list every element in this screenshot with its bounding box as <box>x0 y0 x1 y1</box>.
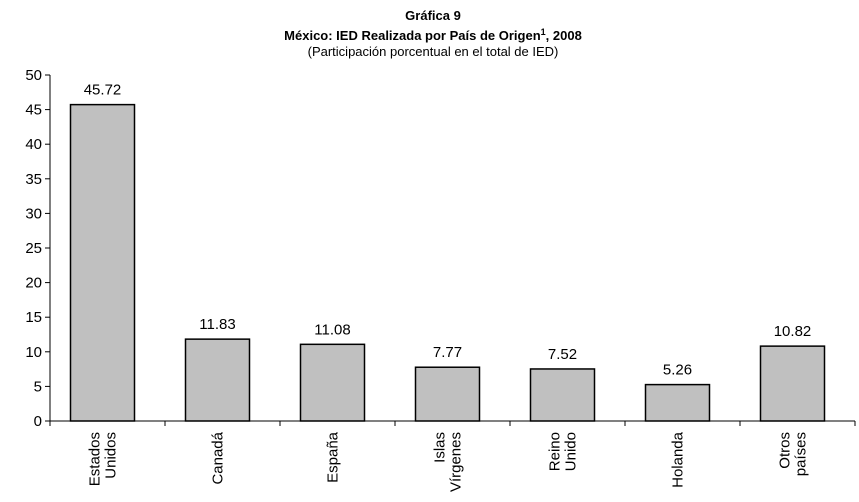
y-tick-label: 0 <box>34 413 42 430</box>
subtitle-note: 1 <box>541 27 546 37</box>
value-label: 45.72 <box>84 82 122 99</box>
x-tick-label: Holanda <box>670 431 687 488</box>
value-label: 7.77 <box>433 344 462 361</box>
x-tick-label: Reino <box>547 432 564 471</box>
y-tick-label: 30 <box>25 205 42 222</box>
bar <box>759 345 826 422</box>
bar <box>529 368 596 422</box>
value-label: 11.08 <box>314 321 350 338</box>
x-tick-label: Estados <box>87 432 104 486</box>
bar <box>69 103 136 422</box>
x-tick-label: Unidos <box>103 432 120 479</box>
x-tick-label: España <box>325 431 342 483</box>
bar <box>184 338 251 422</box>
y-tick-label: 25 <box>25 240 42 257</box>
x-tick-label: Islas <box>432 432 449 463</box>
y-tick-label: 20 <box>25 275 42 292</box>
y-tick-label: 5 <box>34 378 42 395</box>
y-tick-label: 15 <box>25 309 42 326</box>
x-tick-label: Canadá <box>210 431 227 484</box>
y-tick-label: 45 <box>25 102 42 119</box>
value-label: 5.26 <box>663 362 692 379</box>
chart-title: Gráfica 9 <box>405 8 461 23</box>
subtitle-suffix: , 2008 <box>546 28 582 43</box>
x-tick-label: países <box>793 432 810 476</box>
value-label: 7.52 <box>548 346 577 363</box>
y-tick-label: 50 <box>25 67 42 84</box>
x-tick-label: Unido <box>563 432 580 471</box>
y-tick-label: 40 <box>25 136 42 153</box>
bar <box>414 366 481 422</box>
value-label: 11.83 <box>199 316 235 333</box>
bar <box>644 383 711 422</box>
chart-subtitle: México: IED Realizada por País de Origen… <box>284 27 582 43</box>
x-tick-label: Otros <box>777 432 794 469</box>
x-tick-label: Vírgenes <box>448 432 465 492</box>
subtitle-text: México: IED Realizada por País de Origen <box>284 28 541 43</box>
y-tick-label: 35 <box>25 171 42 188</box>
value-label: 10.82 <box>774 323 812 340</box>
y-tick-label: 10 <box>25 344 42 361</box>
chart-caption: (Participación porcentual en el total de… <box>308 44 559 59</box>
bar <box>299 343 366 422</box>
